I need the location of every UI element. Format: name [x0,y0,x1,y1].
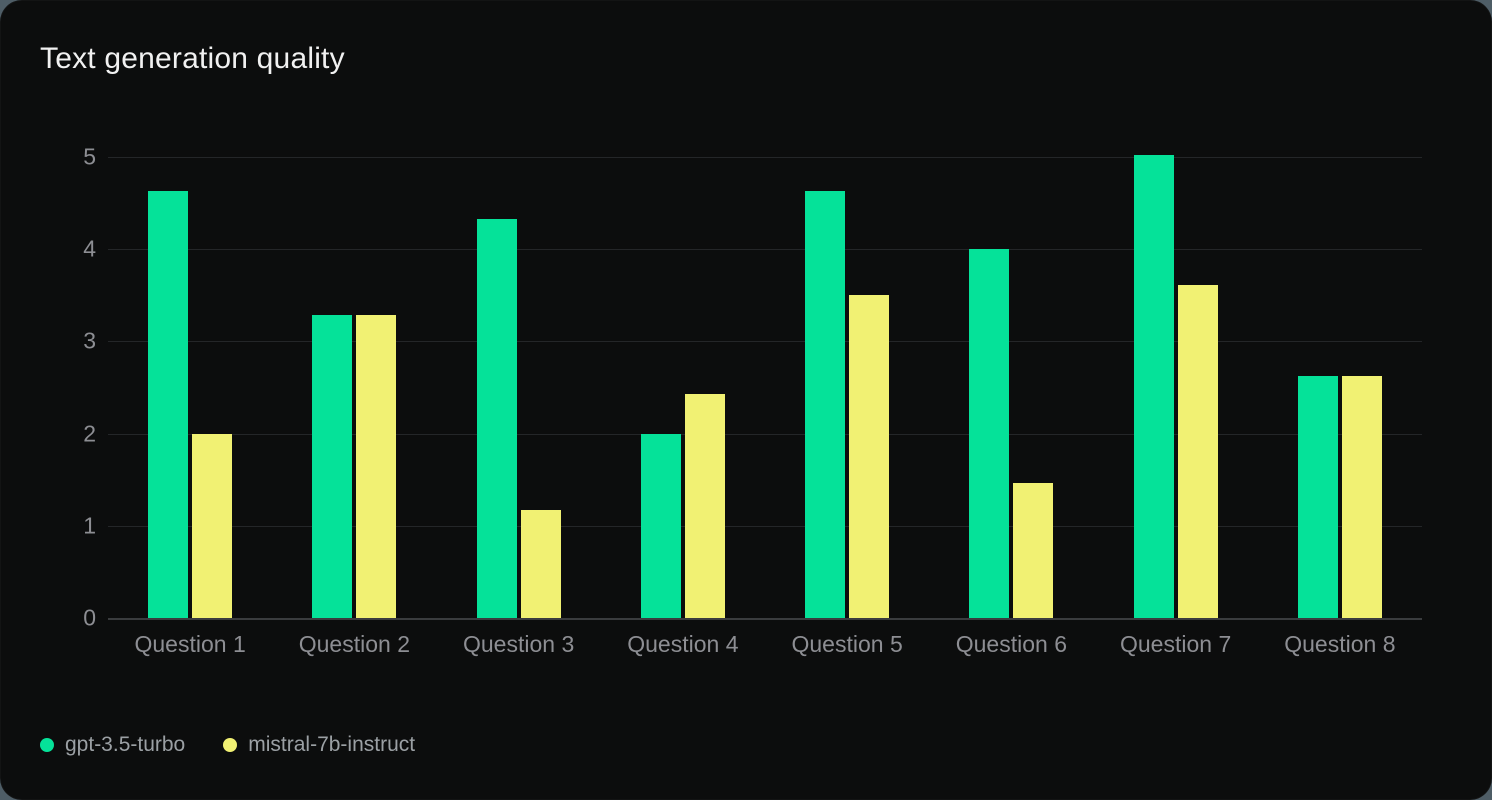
y-axis: 5 4 3 2 1 0 [40,145,96,629]
bar-gpt-3.5-turbo[interactable] [1133,155,1174,618]
bar-groups [108,155,1422,618]
bar-mistral-7b-instruct[interactable] [1013,482,1054,618]
bar-gpt-3.5-turbo[interactable] [805,191,846,618]
y-axis-tick-label: 3 [83,327,96,354]
y-axis-tick-label: 4 [83,235,96,262]
gridline [108,157,1422,158]
bar-group [1094,155,1258,618]
bar-mistral-7b-instruct[interactable] [520,510,561,618]
bar-gpt-3.5-turbo[interactable] [148,191,189,618]
bar-group [1258,157,1422,618]
bar-mistral-7b-instruct[interactable] [192,433,233,618]
y-axis-tick-label: 2 [83,420,96,447]
bar-group [929,157,1093,618]
plot-area [108,155,1422,620]
x-axis-label: Question 3 [463,631,575,657]
y-axis-tick-label: 5 [83,143,96,170]
bar-mistral-7b-instruct[interactable] [1177,285,1218,618]
legend-label: mistral-7b-instruct [248,733,416,756]
bar-mistral-7b-instruct[interactable] [849,295,890,618]
bar-group [601,157,765,618]
bar-gpt-3.5-turbo[interactable] [312,314,353,618]
chart-title: Text generation quality [40,42,345,75]
bar-mistral-7b-instruct[interactable] [684,394,725,618]
x-axis-label: Question 6 [955,631,1067,657]
x-axis-label: Question 4 [627,631,739,657]
gridline [108,525,1422,527]
bar-group [108,157,272,618]
bar-gpt-3.5-turbo[interactable] [640,433,681,618]
x-axis-label: Question 7 [1120,631,1232,657]
x-axis: Question 1 Question 2 Question 3 Question 4… [108,631,1422,657]
bar-group [765,157,929,618]
gridline [108,618,1422,620]
gridline [108,433,1422,435]
y-axis-tick-label: 1 [83,512,96,539]
bar-group [272,157,436,618]
x-axis-label: Question 5 [791,631,903,657]
x-axis-label: Question 2 [298,631,410,657]
bar-gpt-3.5-turbo[interactable] [969,249,1010,618]
bar-mistral-7b-instruct[interactable] [356,314,397,618]
bar-gpt-3.5-turbo[interactable] [1297,375,1338,618]
bar-group [437,157,601,618]
legend-dot [223,737,238,752]
legend-item-gpt-3.5-turbo[interactable]: gpt-3.5-turbo [40,734,185,755]
gridline [108,249,1422,251]
bar-mistral-7b-instruct[interactable] [1341,375,1382,618]
x-axis-label: Question 1 [134,631,246,657]
legend-dot [40,737,54,752]
gridline [108,341,1422,343]
bar-gpt-3.5-turbo[interactable] [476,218,517,618]
legend: gpt-3.5-turbo mistral-7b-instruct [40,734,415,755]
legend-label: gpt-3.5-turbo [65,733,186,756]
x-axis-label: Question 8 [1284,631,1396,657]
legend-item-mistral-7b-instruct[interactable]: mistral-7b-instruct [223,734,415,755]
y-axis-tick-label: 0 [83,604,96,631]
